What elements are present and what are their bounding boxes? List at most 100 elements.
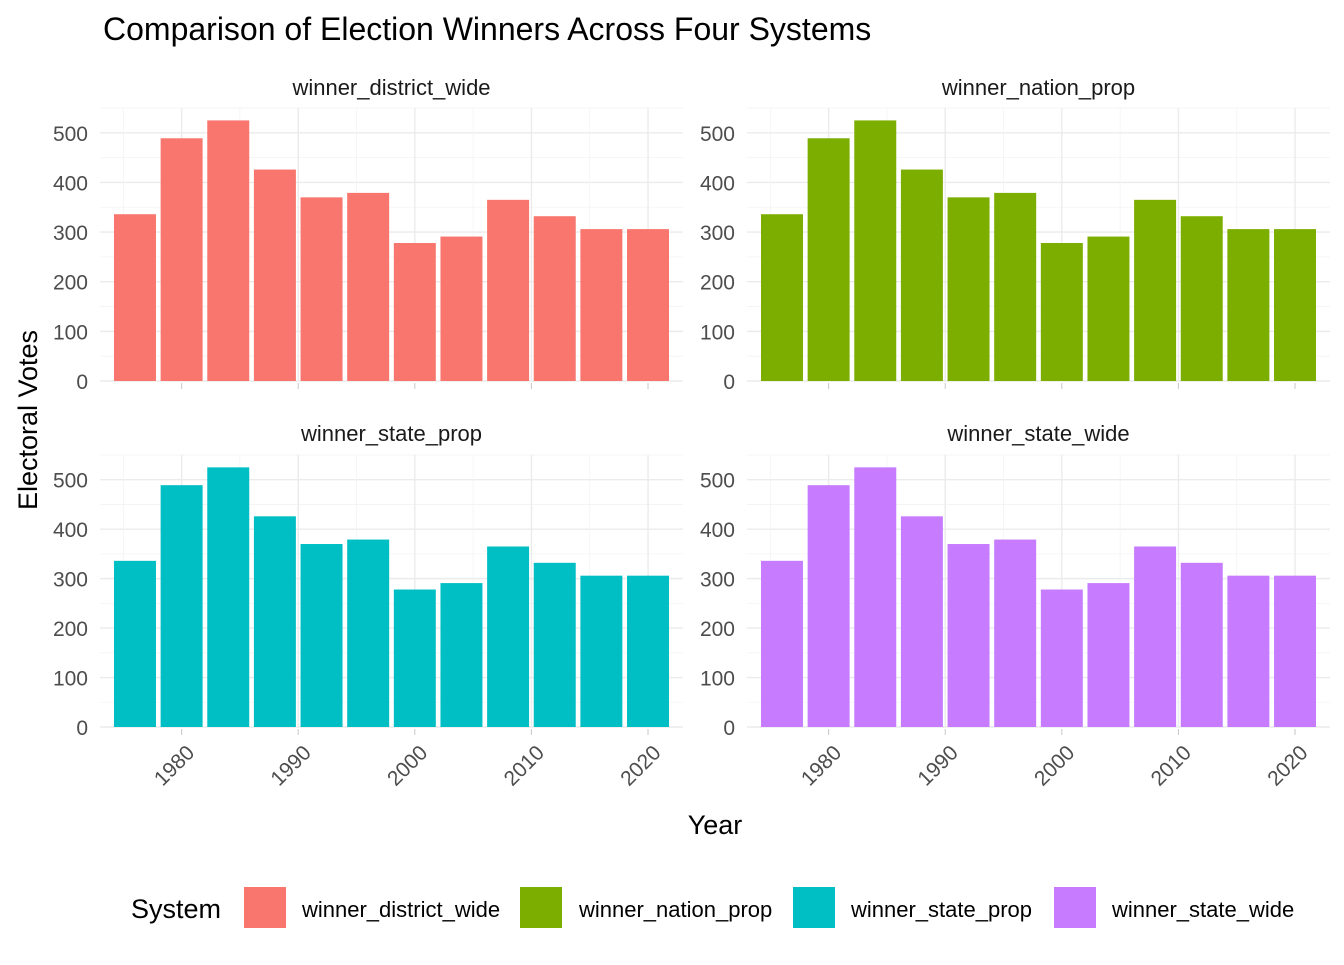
x-tick-label: 2010 — [1147, 741, 1196, 790]
y-tick-label: 100 — [700, 321, 735, 344]
x-axis-title: Year — [688, 810, 743, 840]
legend-swatch — [1054, 887, 1096, 928]
bar-1980 — [807, 485, 850, 727]
y-tick-label: 0 — [76, 371, 88, 394]
y-tick-label: 0 — [76, 717, 88, 740]
y-tick-label: 300 — [700, 222, 735, 245]
legend-item-winner_nation_prop: winner_nation_prop — [520, 887, 772, 928]
bar-2000 — [393, 589, 436, 727]
y-tick-label: 0 — [723, 717, 735, 740]
y-tick-label: 300 — [53, 222, 88, 245]
legend-label: winner_state_prop — [850, 897, 1032, 922]
y-tick-label: 500 — [700, 470, 735, 493]
y-tick-label: 500 — [53, 470, 88, 493]
bar-1992 — [947, 197, 990, 381]
bar-2004 — [1087, 236, 1130, 381]
legend-title: System — [131, 894, 221, 924]
x-tick-label: 2010 — [500, 741, 549, 790]
y-tick-label: 0 — [723, 371, 735, 394]
bar-2020 — [627, 229, 670, 381]
x-tick-label: 1980 — [150, 741, 199, 790]
bar-1984 — [854, 467, 897, 727]
bar-1984 — [854, 120, 897, 381]
bar-1988 — [900, 169, 943, 381]
x-tick-label: 1980 — [797, 741, 846, 790]
bar-2000 — [1040, 589, 1083, 727]
bars — [760, 467, 1317, 727]
bar-1996 — [347, 539, 390, 727]
y-tick-label: 500 — [53, 123, 88, 146]
bars — [760, 120, 1317, 381]
bar-2004 — [1087, 583, 1130, 727]
x-tick-label: 1990 — [266, 741, 315, 790]
y-tick-label: 100 — [700, 668, 735, 691]
legend: winner_district_wide winner_nation_prop wi… — [244, 887, 1294, 928]
legend-swatch — [520, 887, 562, 928]
bar-1996 — [994, 192, 1037, 381]
legend-label: winner_state_wide — [1111, 897, 1294, 922]
bars — [113, 120, 670, 381]
bar-1976 — [113, 560, 156, 727]
bar-2004 — [440, 236, 483, 381]
legend-item-winner_district_wide: winner_district_wide — [244, 887, 500, 928]
y-tick-label: 200 — [700, 272, 735, 295]
bar-2008 — [1134, 546, 1177, 727]
legend-swatch — [244, 887, 286, 928]
bars — [113, 467, 670, 727]
chart-title: Comparison of Election Winners Across Fo… — [103, 11, 871, 47]
bar-2008 — [487, 546, 530, 727]
y-tick-label: 400 — [700, 519, 735, 542]
bar-2012 — [533, 216, 576, 381]
bar-1988 — [900, 516, 943, 727]
legend-swatch — [793, 887, 835, 928]
y-tick-label: 500 — [700, 123, 735, 146]
bar-1992 — [300, 197, 343, 381]
facet-strip-label: winner_state_wide — [946, 421, 1129, 446]
bar-1992 — [947, 544, 990, 727]
x-tick-label: 2020 — [1263, 741, 1312, 790]
y-tick-label: 200 — [53, 618, 88, 641]
bar-1984 — [207, 120, 250, 381]
facet-panel-winner_nation_prop: winner_nation_prop 0 100 200 300 400 500 — [700, 75, 1330, 394]
legend-item-winner_state_wide: winner_state_wide — [1054, 887, 1294, 928]
y-tick-label: 300 — [700, 569, 735, 592]
legend-label: winner_nation_prop — [578, 897, 772, 922]
bar-2012 — [1180, 216, 1223, 381]
bar-1996 — [994, 539, 1037, 727]
bar-2016 — [1227, 575, 1270, 727]
facet-panel-winner_state_wide: winner_state_wide 0 100 200 300 400 500 1980 199… — [700, 421, 1330, 791]
bar-2020 — [627, 575, 670, 727]
facet-strip-label: winner_district_wide — [291, 75, 490, 100]
y-tick-label: 400 — [53, 172, 88, 195]
bar-1996 — [347, 192, 390, 381]
y-tick-label: 200 — [53, 272, 88, 295]
facet-strip-label: winner_state_prop — [300, 421, 482, 446]
y-tick-label: 100 — [53, 321, 88, 344]
bar-1984 — [207, 467, 250, 727]
y-axis-title: Electoral Votes — [13, 330, 43, 510]
bar-1976 — [760, 560, 803, 727]
x-tick-label: 2000 — [383, 741, 432, 790]
facet-strip-label: winner_nation_prop — [941, 75, 1135, 100]
bar-1980 — [160, 138, 203, 381]
bar-2020 — [1274, 575, 1317, 727]
bar-2020 — [1274, 229, 1317, 381]
bar-2016 — [580, 575, 623, 727]
y-tick-label: 400 — [700, 172, 735, 195]
bar-1988 — [253, 516, 296, 727]
bar-2012 — [533, 562, 576, 727]
bar-2008 — [1134, 199, 1177, 381]
y-tick-label: 300 — [53, 569, 88, 592]
legend-item-winner_state_prop: winner_state_prop — [793, 887, 1032, 928]
bar-1976 — [113, 214, 156, 381]
facet-panel-winner_state_prop: winner_state_prop 0 100 200 300 400 500 1980 199… — [53, 421, 683, 791]
bar-2008 — [487, 199, 530, 381]
y-tick-label: 400 — [53, 519, 88, 542]
legend-label: winner_district_wide — [301, 897, 500, 922]
bar-1980 — [807, 138, 850, 381]
bar-2004 — [440, 583, 483, 727]
bar-1976 — [760, 214, 803, 381]
x-tick-label: 1990 — [913, 741, 962, 790]
